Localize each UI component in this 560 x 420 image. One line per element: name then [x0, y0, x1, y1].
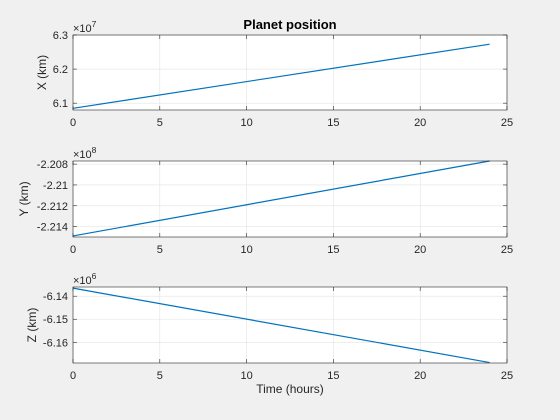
x-tick-label: 5	[157, 117, 163, 129]
x-tick-label: 20	[414, 370, 426, 382]
x-tick-label: 10	[240, 117, 252, 129]
exponent-label: ×107	[73, 19, 97, 35]
x-tick-label: 0	[70, 370, 76, 382]
plot-area	[73, 161, 507, 237]
subplot-y: 0 5 10 15 20 25 -2.214 -2.212 -2.21 -2.208 Y (km…	[17, 145, 513, 256]
y-tick-label: -6.14	[43, 291, 68, 303]
x-ticks: 0 5 10 15 20 25	[70, 35, 513, 129]
y-tick-label: -2.214	[37, 222, 68, 234]
x-tick-label: 20	[414, 244, 426, 256]
exponent-label: ×108	[73, 145, 97, 161]
axes-box	[72, 286, 508, 364]
y-tick-label: 6.2	[53, 64, 68, 76]
series	[72, 287, 490, 364]
series-line	[72, 160, 490, 237]
y-ticks: 6.1 6.2 6.3	[53, 30, 507, 110]
series-line	[72, 287, 490, 364]
y-tick-label: -6.16	[43, 337, 68, 349]
axes-box	[72, 34, 508, 111]
x-tick-label: 5	[157, 370, 163, 382]
subplot-x: 0 5 10 15 20 25 6.1 6.2 6.3 Planet position X (…	[35, 17, 513, 129]
y-tick-label: -2.21	[43, 180, 68, 192]
x-tick-label: 25	[501, 370, 513, 382]
x-tick-label: 20	[414, 117, 426, 129]
x-tick-label: 25	[501, 244, 513, 256]
series	[72, 43, 490, 109]
x-tick-label: 0	[70, 117, 76, 129]
x-tick-label: 25	[501, 117, 513, 129]
y-tick-label: -2.208	[37, 159, 68, 171]
x-ticks: 0 5 10 15 20 25	[70, 161, 513, 256]
exponent-base: ×10	[73, 23, 92, 35]
y-tick-label: -6.15	[43, 314, 68, 326]
x-axis-label: Time (hours)	[256, 382, 324, 396]
series	[72, 160, 490, 237]
series-line	[72, 43, 490, 109]
y-tick-label: 6.1	[53, 98, 68, 110]
x-tick-label: 15	[327, 370, 339, 382]
y-tick-label: -2.212	[37, 201, 68, 213]
y-axis-label: X (km)	[35, 55, 49, 90]
exponent-base: ×10	[73, 275, 92, 287]
x-ticks: 0 5 10 15 20 25	[70, 287, 513, 382]
grid-y	[73, 163, 507, 227]
y-ticks: -2.214 -2.212 -2.21 -2.208	[37, 159, 507, 234]
x-tick-label: 10	[240, 370, 252, 382]
x-tick-label: 15	[327, 244, 339, 256]
exponent-base: ×10	[73, 149, 92, 161]
y-axis-label: Y (km)	[17, 181, 31, 216]
exponent-power: 8	[92, 145, 97, 155]
x-tick-label: 0	[70, 244, 76, 256]
y-ticks: -6.16 -6.15 -6.14	[43, 291, 507, 349]
exponent-label: ×106	[73, 271, 97, 287]
plot-area	[73, 287, 507, 363]
x-tick-label: 15	[327, 117, 339, 129]
y-axis-label: Z (km)	[25, 308, 39, 343]
exponent-power: 7	[92, 19, 97, 29]
grid-y	[73, 295, 507, 343]
y-tick-label: 6.3	[53, 30, 68, 42]
x-tick-label: 10	[240, 244, 252, 256]
exponent-power: 6	[92, 271, 97, 281]
subplot-z: 0 5 10 15 20 25 -6.16 -6.15 -6.14 Z (km) Time (…	[25, 271, 513, 396]
chart-title: Planet position	[243, 17, 336, 32]
axes-box	[72, 160, 508, 238]
x-tick-label: 5	[157, 244, 163, 256]
